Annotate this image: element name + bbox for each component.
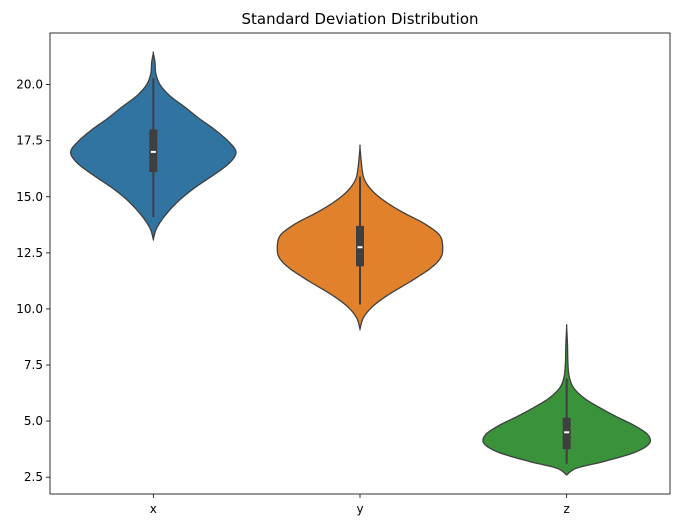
violin-x	[70, 51, 237, 242]
y-tick-label: 10.0	[16, 302, 43, 316]
violin-z	[482, 323, 652, 476]
violin-iqr-box	[356, 225, 364, 267]
y-tick-label: 12.5	[16, 246, 43, 260]
violin-iqr-box	[149, 129, 158, 173]
x-tick-label: x	[150, 502, 157, 516]
chart-title: Standard Deviation Distribution	[241, 10, 478, 28]
y-tick-label: 2.5	[24, 470, 43, 484]
y-tick-label: 7.5	[24, 358, 43, 372]
violin-y	[276, 144, 444, 332]
y-tick-label: 15.0	[16, 190, 43, 204]
y-tick-label: 5.0	[24, 414, 43, 428]
y-axis: 2.5 5.0 7.5 10.0 12.5 15.0 17.5 20.0	[16, 78, 50, 484]
y-tick-label: 20.0	[16, 78, 43, 92]
violins-layer	[70, 51, 652, 476]
x-tick-label: y	[356, 502, 363, 516]
y-tick-label: 17.5	[16, 134, 43, 148]
x-tick-label: z	[564, 502, 570, 516]
violin-iqr-box	[562, 417, 571, 450]
x-axis: x y z	[150, 494, 570, 516]
